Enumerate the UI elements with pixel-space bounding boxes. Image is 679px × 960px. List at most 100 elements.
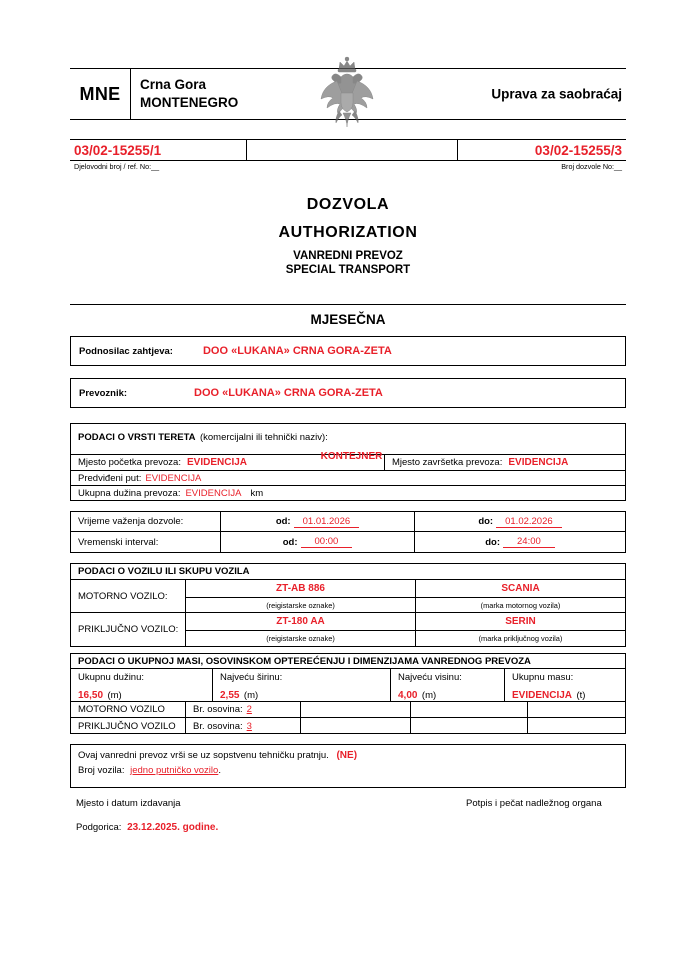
motor-plate-caption: (reigistarske oznake): [266, 601, 335, 610]
mass-section-title: PODACI O UKUPNOJ MASI, OSOVINSKOM OPTERE…: [78, 655, 531, 667]
reference-right-caption: Broj dozvole No:__: [561, 162, 622, 171]
trailer-plate-value: ZT-180 AA: [276, 616, 325, 627]
height-value: 4,00: [398, 690, 418, 701]
height-unit: (m): [421, 690, 437, 701]
reference-right-cell: 03/02-15255/3: [458, 140, 626, 160]
cargo-section-title: PODACI O VRSTI TERETA: [78, 432, 196, 443]
cargo-type-row: PODACI O VRSTI TERETA (komercijalni ili …: [71, 424, 625, 462]
width-unit: (m): [243, 690, 259, 701]
height-cell: Najveću visinu: 4,00 (m): [391, 669, 505, 701]
reference-middle-cell: [246, 140, 458, 160]
cargo-distance-row: Ukupna dužina prevoza: EVIDENCIJA km: [71, 486, 625, 501]
trailer-vehicle-row: PRIKLJUČNO VOZILO: ZT-180 AA (reigistars…: [71, 613, 625, 646]
height-label: Najveću visinu:: [398, 672, 462, 683]
mass-dimensions-box: PODACI O UKUPNOJ MASI, OSOVINSKOM OPTERE…: [70, 653, 626, 734]
montenegro-coat-of-arms-icon: [313, 55, 381, 135]
trailer-axles-label: Br. osovina:: [193, 720, 243, 732]
interval-to-label: do:: [485, 536, 500, 548]
cargo-end-label: Mjesto završetka prevoza:: [392, 457, 503, 468]
cargo-end-cell: Mjesto završetka prevoza: EVIDENCIJA: [385, 455, 625, 470]
trailer-axles-value: 3: [246, 720, 252, 732]
cargo-route-value: EVIDENCIJA: [145, 472, 202, 484]
issue-city: Podgorica:: [76, 822, 122, 833]
motor-vehicle-label-cell: MOTORNO VOZILO:: [71, 580, 186, 612]
total-mass-value: EVIDENCIJA: [512, 690, 573, 701]
cargo-start-value: EVIDENCIJA: [186, 457, 247, 468]
title-authorization: AUTHORIZATION: [278, 224, 418, 241]
length-value: 16,50: [78, 690, 104, 701]
issuing-agency: Uprava za saobraćaj: [491, 86, 622, 102]
carrier-value: DOO «LUKANA» CRNA GORA-ZETA: [194, 387, 383, 399]
validity-to-label: do:: [478, 516, 494, 527]
escort-question: Ovaj vanredni prevoz vrši se uz sopstven…: [78, 750, 329, 761]
validity-period-label-cell: Vrijeme važenja dozvole:: [71, 512, 221, 531]
carrier-label: Prevoznik:: [79, 387, 128, 399]
validity-interval-label-cell: Vremenski interval:: [71, 532, 221, 552]
motor-axles-row: MOTORNO VOZILO Br. osovina: 2: [71, 702, 625, 718]
cargo-start-cell: Mjesto početka prevoza: EVIDENCIJA: [71, 455, 385, 470]
vehicle-section-title: PODACI O VOZILU ILI SKUPU VOZILA: [78, 566, 250, 577]
issue-date: 23.12.2025. godine.: [127, 822, 219, 833]
cargo-distance-unit: km: [250, 488, 264, 499]
cargo-section-title-note: (komercijalni ili tehnički naziv):: [199, 432, 328, 443]
country-name: Crna Gora MONTENEGRO: [140, 76, 238, 112]
trailer-brand-caption: (marka priključnog vozila): [478, 634, 563, 643]
trailer-axles-vehicle-label: PRIKLJUČNO VOZILO: [78, 720, 176, 732]
motor-axles-count-cell: Br. osovina: 2: [186, 702, 301, 717]
cargo-distance-value: EVIDENCIJA: [185, 488, 242, 499]
motor-vehicle-label: MOTORNO VOZILO:: [78, 590, 168, 602]
motor-axles-blank-1: [301, 702, 411, 717]
validity-time-to: 24:00: [503, 536, 555, 548]
carrier-box: Prevoznik: DOO «LUKANA» CRNA GORA-ZETA: [70, 378, 626, 408]
reference-left-number: 03/02-15255/1: [74, 142, 162, 158]
validity-date-from: 01.01.2026: [293, 516, 360, 528]
escort-line-1: Ovaj vanredni prevoz vrši se uz sopstven…: [78, 749, 625, 764]
motor-plate-cell: ZT-AB 886 (reigistarske oznake): [186, 580, 416, 612]
validity-period-label: Vrijeme važenja dozvole:: [78, 516, 184, 527]
document-header: MNE Crna Gora MONTENEGRO: [70, 56, 626, 128]
width-cell: Najveću širinu: 2,55 (m): [213, 669, 391, 701]
signature-stamp-label: Potpis i pečat nadležnog organa: [466, 798, 602, 809]
subtitle-vanredni-prevoz: VANREDNI PREVOZ: [293, 250, 403, 262]
cargo-info-box: PODACI O VRSTI TERETA (komercijalni ili …: [70, 423, 626, 501]
motor-brand-value: SCANIA: [501, 583, 540, 594]
motor-axles-vehicle-label: MOTORNO VOZILO: [78, 704, 165, 715]
reference-right-number: 03/02-15255/3: [534, 142, 622, 158]
trailer-axles-blank-1: [301, 718, 411, 734]
validity-from-label: od:: [275, 516, 291, 527]
interval-from-label: od:: [282, 536, 298, 548]
title-dozvola: DOZVOLA: [306, 196, 390, 213]
motor-brand-cell: SCANIA (marka motornog vozila): [416, 580, 625, 612]
cargo-places-row: Mjesto početka prevoza: EVIDENCIJA Mjest…: [71, 455, 625, 471]
trailer-axles-count-cell: Br. osovina: 3: [186, 718, 301, 734]
total-mass-label: Ukupnu masu:: [512, 672, 574, 683]
trailer-brand-value: SERIN: [505, 616, 536, 627]
vehicle-section-header: PODACI O VOZILU ILI SKUPU VOZILA: [71, 564, 625, 580]
reference-number-row: 03/02-15255/1 03/02-15255/3: [70, 139, 626, 161]
trailer-vehicle-label: PRIKLJUČNO VOZILO:: [78, 624, 179, 635]
motor-axles-blank-2: [411, 702, 528, 717]
trailer-axles-blank-3: [528, 718, 625, 734]
length-label: Ukupnu dužinu:: [78, 672, 145, 683]
validity-period-row: Vrijeme važenja dozvole: od: 01.01.2026 …: [71, 512, 625, 532]
escort-period: .: [218, 764, 221, 776]
motor-brand-caption: (marka motornog vozila): [480, 601, 561, 610]
applicant-label: Podnosilac zahtjeva:: [79, 345, 173, 357]
cargo-end-value: EVIDENCIJA: [508, 457, 569, 468]
total-mass-cell: Ukupnu masu: EVIDENCIJA (t): [505, 669, 625, 701]
trailer-brand-cell: SERIN (marka priključnog vozila): [416, 613, 625, 646]
trailer-axles-row: PRIKLJUČNO VOZILO Br. osovina: 3: [71, 718, 625, 734]
trailer-axles-vehicle-cell: PRIKLJUČNO VOZILO: [71, 718, 186, 734]
validity-time-from: 00:00: [300, 536, 353, 548]
country-code: MNE: [70, 69, 131, 119]
length-unit: (m): [107, 690, 122, 701]
reference-left-cell: 03/02-15255/1: [70, 140, 250, 160]
motor-plate-value: ZT-AB 886: [276, 583, 325, 594]
mass-section-header: PODACI O UKUPNOJ MASI, OSOVINSKOM OPTERE…: [71, 654, 625, 669]
issue-place-date: Podgorica: 23.12.2025. godine.: [76, 822, 218, 833]
length-cell: Ukupnu dužinu: 16,50 (m): [71, 669, 213, 701]
motor-axles-label: Br. osovina:: [193, 704, 243, 715]
applicant-box: Podnosilac zahtjeva: DOO «LUKANA» CRNA G…: [70, 336, 626, 366]
validity-interval-row: Vremenski interval: od: 00:00 do: 24:00: [71, 532, 625, 552]
cargo-distance-label: Ukupna dužina prevoza:: [78, 488, 181, 499]
